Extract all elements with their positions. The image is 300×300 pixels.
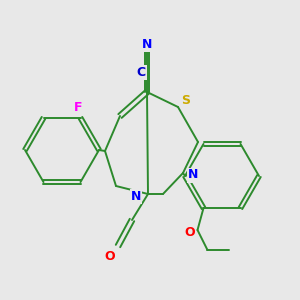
Text: N: N <box>131 190 141 202</box>
Text: O: O <box>105 250 115 262</box>
Text: N: N <box>142 38 152 50</box>
Text: N: N <box>188 169 198 182</box>
Text: S: S <box>182 94 190 107</box>
Text: O: O <box>184 226 195 238</box>
Text: C: C <box>136 65 146 79</box>
Text: F: F <box>74 101 83 115</box>
